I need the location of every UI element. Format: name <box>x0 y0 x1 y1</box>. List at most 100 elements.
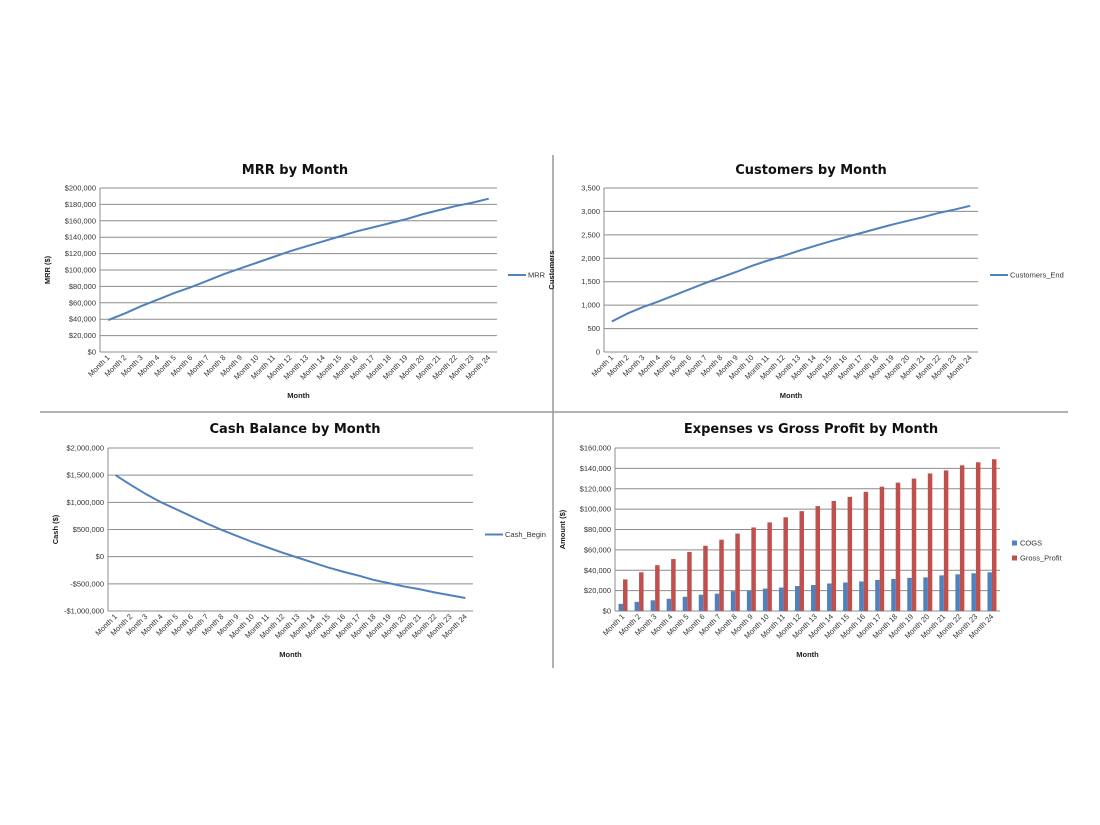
bar-gross_profit <box>687 551 692 611</box>
bar-gross_profit <box>831 500 837 611</box>
y-tick-label: 1,000 <box>581 301 600 310</box>
y-tick-label: $500,000 <box>73 525 104 534</box>
bar-gross_profit <box>671 559 676 611</box>
chart-title: MRR by Month <box>242 163 348 178</box>
y-tick-label: $120,000 <box>65 249 96 258</box>
y-tick-label: 3,500 <box>581 184 600 193</box>
expenses-vs-gross-profit-chart: Expenses vs Gross Profit by Month $0 $20,0… <box>558 422 1063 659</box>
legend-swatch-icon <box>1012 555 1017 561</box>
bar-gross_profit <box>767 522 772 611</box>
y-axis-title: Amount ($) <box>558 509 567 549</box>
chart-title: Cash Balance by Month <box>210 422 381 437</box>
bar-cogs <box>843 582 848 611</box>
bar-cogs <box>730 591 736 611</box>
x-axis-title: Month <box>796 650 819 659</box>
y-tick-label: $140,000 <box>580 464 611 473</box>
bar-gross_profit <box>895 482 901 611</box>
bar-cogs <box>827 583 832 611</box>
y-tick-label: -$1,000,000 <box>64 607 104 616</box>
bar-gross_profit <box>927 473 933 611</box>
bar-gross_profit <box>815 506 821 611</box>
bar-cogs <box>923 577 928 611</box>
bar-cogs <box>987 572 992 611</box>
bar-cogs <box>939 575 944 611</box>
y-tick-label: $60,000 <box>584 545 611 554</box>
x-axis-title: Month <box>279 650 302 659</box>
y-tick-label: $80,000 <box>584 525 611 534</box>
customers-chart: Customers by Month 0 500 1,000 1,500 2,000 2,5… <box>547 163 1064 400</box>
y-tick-label: $40,000 <box>584 566 611 575</box>
y-axis-title: Customers <box>547 250 556 289</box>
bar-gross_profit <box>799 511 804 611</box>
y-tick-label: 500 <box>587 324 600 333</box>
y-tick-label: $0 <box>96 552 104 561</box>
bar-cogs <box>859 581 864 611</box>
y-tick-label: $60,000 <box>69 298 96 307</box>
y-tick-label: $120,000 <box>580 484 611 493</box>
y-tick-label: 2,000 <box>581 254 600 263</box>
legend-label: COGS <box>1020 539 1042 548</box>
y-tick-label: 2,500 <box>581 230 600 239</box>
bar-gross_profit <box>959 465 965 611</box>
bar-gross_profit <box>783 517 788 611</box>
y-tick-label: $0 <box>603 607 611 616</box>
legend-label: MRR <box>528 271 546 280</box>
bar-cogs <box>794 586 800 611</box>
y-tick-label: $1,500,000 <box>66 471 104 480</box>
bar-cogs <box>875 579 880 611</box>
y-tick-label: $180,000 <box>65 200 96 209</box>
bar-cogs <box>778 587 784 611</box>
y-tick-label: $2,000,000 <box>66 444 104 453</box>
y-tick-label: $160,000 <box>580 444 611 453</box>
bar-gross_profit <box>735 533 740 611</box>
bar-cogs <box>714 593 720 611</box>
bar-gross_profit <box>751 527 756 611</box>
bar-cogs <box>650 600 656 611</box>
y-tick-label: 3,000 <box>581 207 600 216</box>
mrr-chart: MRR by Month $0 $20,000 $40,000 $60,000 $80,0… <box>43 163 546 400</box>
y-tick-label: 0 <box>596 348 600 357</box>
bar-cogs <box>811 585 816 611</box>
series-line <box>107 197 489 321</box>
bar-cogs <box>698 594 704 611</box>
series-line <box>115 474 466 599</box>
y-axis-title: MRR ($) <box>43 255 52 284</box>
y-tick-label: -$500,000 <box>70 579 104 588</box>
y-tick-label: $20,000 <box>584 586 611 595</box>
bar-cogs <box>634 601 640 611</box>
bar-cogs <box>891 578 896 611</box>
bar-cogs <box>762 588 768 611</box>
legend-label: Customers_End <box>1010 271 1064 280</box>
bar-cogs <box>682 596 688 611</box>
x-axis-title: Month <box>780 391 803 400</box>
legend-label: Gross_Profit <box>1020 554 1063 563</box>
y-tick-label: $140,000 <box>65 233 96 242</box>
bar-gross_profit <box>943 470 949 611</box>
legend-label: Cash_Begin <box>505 530 546 539</box>
y-tick-label: $20,000 <box>69 331 96 340</box>
bar-gross_profit <box>719 539 724 611</box>
cash-balance-chart: Cash Balance by Month -$1,000,000 -$500,00… <box>51 422 546 659</box>
bar-cogs <box>971 573 976 611</box>
y-tick-label: $100,000 <box>580 505 611 514</box>
bar-gross_profit <box>975 462 981 611</box>
bar-cogs <box>955 574 960 611</box>
y-tick-label: $40,000 <box>69 315 96 324</box>
bar-gross_profit <box>991 459 997 611</box>
series-line <box>611 204 971 323</box>
legend-swatch-icon <box>1012 540 1017 546</box>
y-tick-label: $0 <box>88 348 96 357</box>
chart-title: Expenses vs Gross Profit by Month <box>684 422 938 437</box>
bar-cogs <box>907 577 912 611</box>
bar-cogs <box>746 590 752 611</box>
y-tick-label: $1,000,000 <box>66 498 104 507</box>
x-axis-title: Month <box>287 391 310 400</box>
bar-gross_profit <box>639 572 644 611</box>
y-tick-label: $160,000 <box>65 216 96 225</box>
y-tick-label: $200,000 <box>65 184 96 193</box>
bar-gross_profit <box>911 478 917 611</box>
bar-cogs <box>618 603 624 611</box>
bar-gross_profit <box>655 565 660 611</box>
bar-gross_profit <box>847 496 853 611</box>
